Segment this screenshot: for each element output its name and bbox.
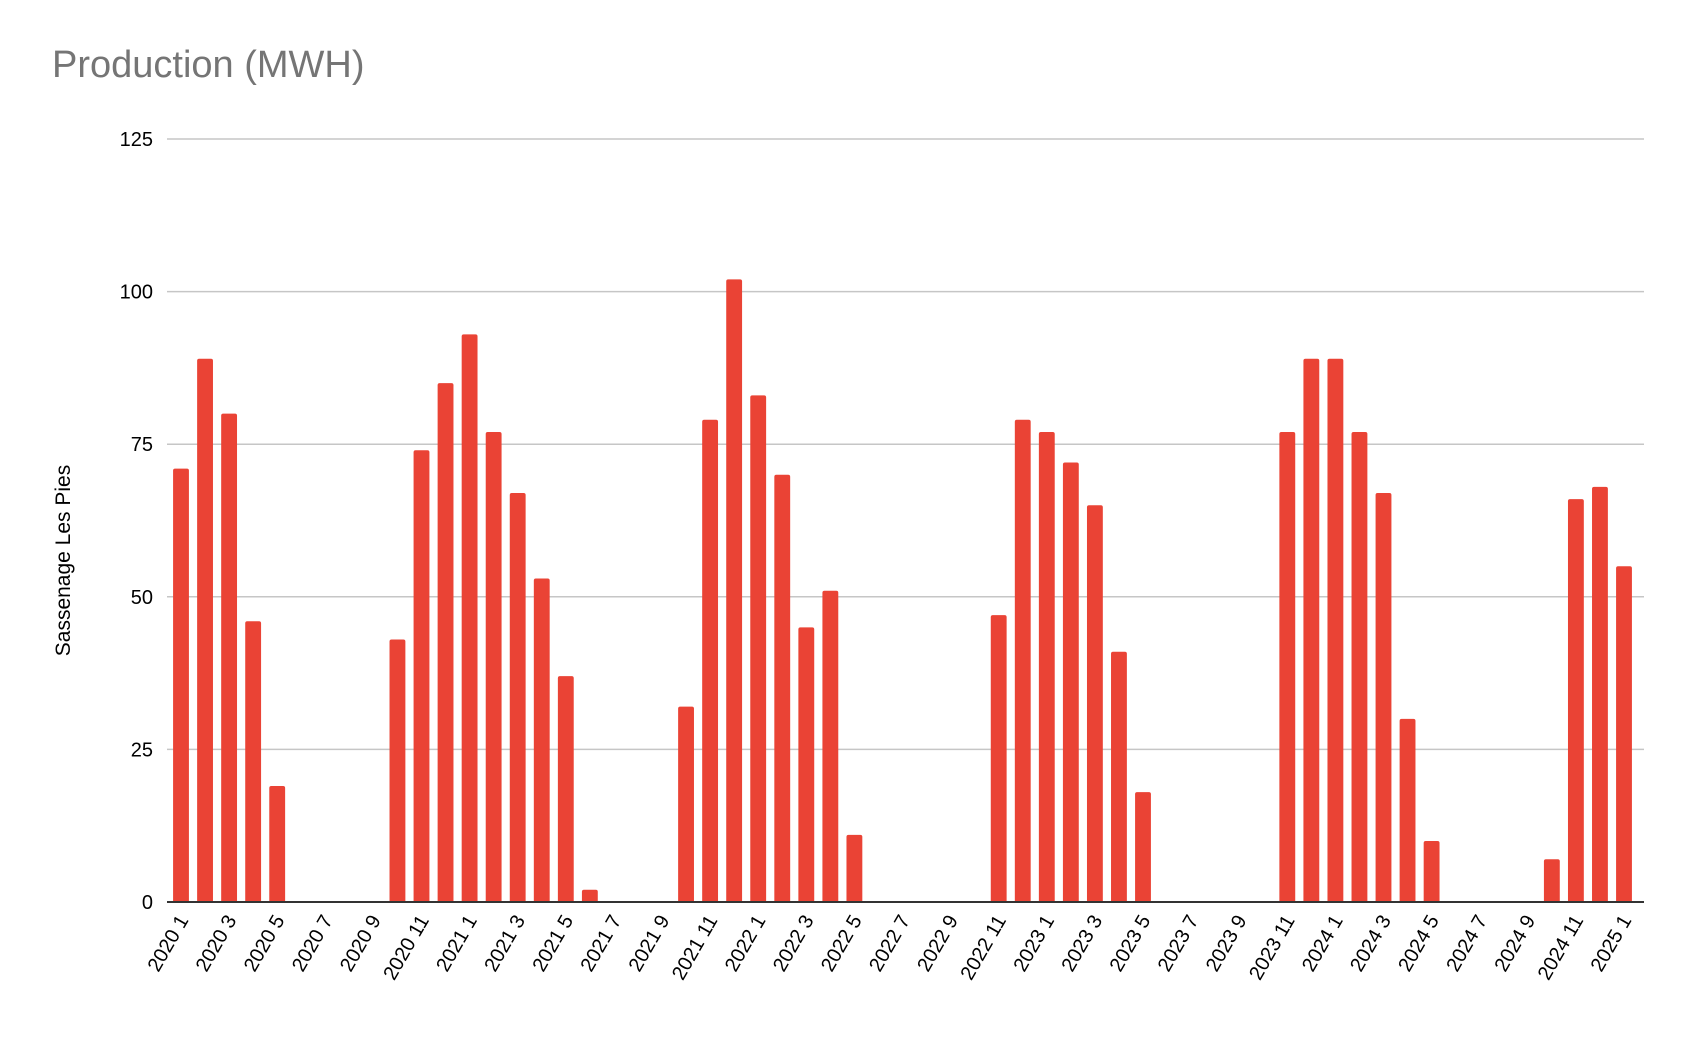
y-axis-title: Sassenage Les Pies [52, 465, 75, 656]
x-tick-label: 2021 5 [528, 912, 578, 976]
bar [990, 615, 1007, 902]
bar [1279, 431, 1296, 902]
x-tick-label: 2020 3 [192, 912, 242, 976]
bar [1014, 419, 1031, 902]
bar [1592, 486, 1608, 902]
x-tick-label: 2020 9 [336, 912, 386, 976]
x-tick-label: 2021 9 [625, 912, 675, 976]
x-tick-label: 2020 1 [144, 912, 194, 976]
bar [702, 419, 719, 902]
x-tick-label: 2022 5 [817, 912, 867, 976]
x-tick-label: 2024 3 [1346, 912, 1396, 976]
bar [1543, 859, 1560, 902]
y-tick-label: 50 [131, 587, 153, 609]
bar [389, 639, 406, 902]
x-tick-label: 2023 9 [1202, 912, 1252, 976]
x-tick-label: 2023 3 [1058, 912, 1108, 976]
bar [245, 621, 262, 902]
bars [173, 279, 1632, 903]
bar [221, 413, 238, 902]
bar [750, 395, 767, 902]
bar [798, 627, 815, 902]
bar [533, 578, 550, 902]
bar [1303, 358, 1320, 902]
x-tick-label: 2021 3 [480, 912, 530, 976]
bar [1616, 566, 1632, 902]
bar [581, 889, 598, 902]
x-tick-label: 2024 1 [1298, 912, 1348, 976]
x-tick-label: 2021 7 [577, 912, 627, 976]
bar [437, 383, 454, 902]
bar [822, 590, 839, 902]
x-tick-label: 2023 1 [1009, 912, 1059, 976]
gridlines [167, 138, 1644, 751]
bar [1567, 499, 1584, 902]
x-tick-label: 2024 11 [1534, 912, 1588, 984]
x-tick-label: 2024 7 [1442, 912, 1492, 976]
bar [413, 450, 430, 902]
x-tick-label: 2023 11 [1245, 912, 1299, 984]
y-tick-label: 75 [131, 434, 153, 456]
y-tick-labels: 0 25 50 75 100 125 [120, 129, 153, 914]
y-tick-label: 125 [120, 129, 153, 151]
x-tick-label: 2021 11 [668, 912, 722, 984]
bar [1062, 462, 1079, 902]
x-tick-label: 2023 7 [1154, 912, 1204, 976]
bar [846, 834, 863, 902]
x-tick-label: 2021 1 [432, 912, 482, 976]
x-tick-label: 2025 1 [1587, 912, 1637, 976]
x-tick-label: 2020 5 [240, 912, 290, 976]
bar [1423, 840, 1440, 902]
x-tick-label: 2020 11 [379, 912, 433, 984]
bar [461, 334, 478, 902]
chart-title: Production (MWH) [52, 44, 365, 86]
bar [678, 706, 694, 902]
x-tick-label: 2022 9 [913, 912, 963, 976]
bar [197, 358, 213, 902]
x-tick-label: 2024 5 [1394, 912, 1444, 976]
x-tick-label: 2022 1 [721, 912, 771, 976]
bar [173, 468, 189, 902]
bar [557, 676, 574, 902]
y-tick-label: 0 [142, 892, 153, 914]
bar [774, 474, 791, 902]
x-tick-label: 2020 7 [288, 912, 338, 976]
bar [485, 431, 502, 902]
bar [1375, 493, 1392, 902]
bar [269, 786, 286, 902]
x-tick-label: 2022 7 [865, 912, 915, 976]
bar [1351, 431, 1368, 902]
bar [1111, 651, 1127, 902]
x-tick-label: 2023 5 [1106, 912, 1156, 976]
y-tick-label: 100 [120, 282, 153, 304]
x-tick-label: 2022 3 [769, 912, 819, 976]
bar [509, 493, 526, 902]
bar [1135, 792, 1151, 902]
bar [1327, 358, 1344, 902]
bar [1399, 718, 1416, 902]
bar [1086, 505, 1103, 902]
x-tick-label: 2022 11 [957, 911, 1011, 983]
y-tick-label: 25 [131, 739, 153, 761]
bar [726, 279, 743, 903]
x-tick-label: 2024 9 [1490, 912, 1540, 976]
bar [1038, 431, 1055, 902]
